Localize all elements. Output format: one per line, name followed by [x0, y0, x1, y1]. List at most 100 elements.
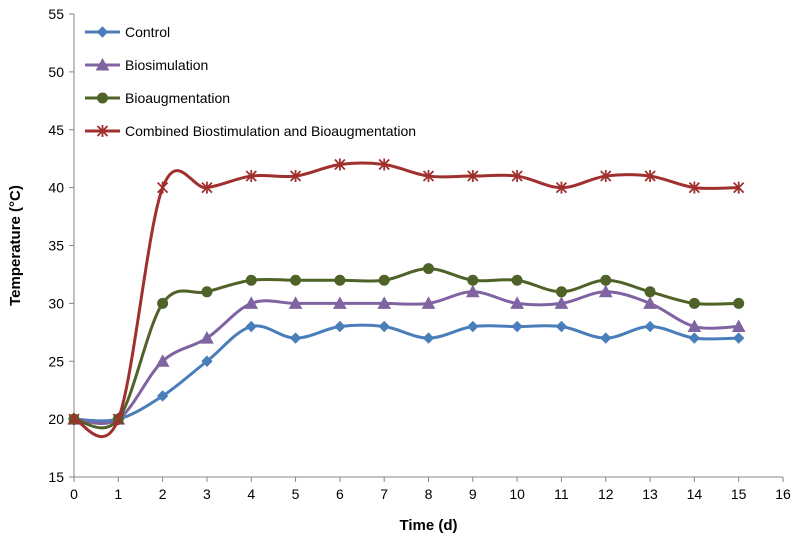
data-point — [378, 158, 390, 171]
x-tick-label: 11 — [554, 486, 569, 502]
data-point — [201, 181, 213, 194]
legend-marker — [96, 125, 109, 137]
data-point — [600, 332, 612, 344]
legend-marker — [95, 57, 110, 71]
x-tick-label: 7 — [380, 486, 388, 502]
data-point — [733, 181, 745, 194]
legend-marker — [96, 26, 109, 38]
data-point — [422, 332, 435, 344]
data-point — [643, 296, 657, 309]
data-point — [201, 286, 213, 298]
x-tick-label: 13 — [642, 486, 658, 502]
data-point — [510, 296, 524, 309]
y-tick-label: 15 — [48, 469, 64, 485]
legend-item: Combined Biostimulation and Bioaugmentat… — [85, 123, 416, 139]
legend-item: Bioaugmentation — [85, 90, 230, 106]
y-tick-label: 20 — [48, 411, 64, 427]
y-tick-label: 50 — [48, 64, 64, 80]
y-tick-label: 55 — [48, 6, 64, 22]
data-point — [422, 170, 435, 183]
data-point — [687, 319, 702, 333]
x-tick-label: 9 — [469, 486, 477, 502]
data-point — [245, 274, 257, 286]
data-point — [334, 158, 346, 171]
data-point — [688, 181, 701, 194]
data-point — [732, 332, 745, 344]
data-point — [555, 320, 568, 333]
data-point — [245, 320, 257, 333]
y-tick-label: 35 — [48, 238, 64, 254]
data-point — [156, 181, 169, 194]
data-point — [200, 331, 214, 344]
data-point — [423, 263, 434, 275]
x-tick-label: 15 — [731, 486, 747, 502]
x-tick-label: 6 — [336, 486, 344, 502]
data-point — [290, 274, 302, 286]
data-point — [554, 296, 569, 309]
data-point — [155, 354, 170, 367]
legend-marker — [97, 92, 108, 104]
data-point — [511, 274, 523, 286]
legend: Control Biosimulation Bioaugmentation Combi… — [85, 24, 416, 139]
data-point — [333, 296, 347, 309]
data-point — [688, 297, 700, 309]
x-tick-label: 14 — [687, 486, 703, 502]
x-tick-label: 1 — [114, 486, 122, 502]
x-tick-label: 8 — [425, 486, 433, 502]
x-tick-label: 5 — [292, 486, 300, 502]
data-point — [68, 413, 80, 426]
series-1 — [68, 320, 745, 425]
series-3 — [68, 263, 745, 430]
series-group — [67, 158, 746, 438]
series-line — [73, 290, 739, 425]
x-tick-label: 3 — [203, 486, 211, 502]
data-point — [288, 296, 303, 309]
y-tick-label: 30 — [48, 295, 64, 311]
legend-label: Control — [125, 24, 170, 40]
data-point — [731, 319, 746, 333]
data-point — [334, 274, 346, 286]
data-point — [644, 320, 656, 333]
legend-label: Biosimulation — [125, 57, 208, 73]
series-4 — [68, 158, 745, 438]
data-point — [377, 296, 392, 309]
data-point — [244, 296, 259, 309]
data-point — [467, 170, 479, 183]
legend-item: Biosimulation — [85, 57, 208, 73]
data-point — [688, 332, 701, 344]
series-2 — [67, 284, 746, 425]
data-point — [733, 297, 745, 309]
data-point — [644, 286, 656, 298]
data-point — [511, 170, 523, 183]
data-point — [112, 413, 124, 426]
data-point — [600, 274, 612, 286]
legend-label: Bioaugmentation — [125, 90, 230, 106]
data-point — [245, 170, 257, 183]
data-point — [465, 284, 480, 298]
legend-label: Combined Biostimulation and Bioaugmentat… — [125, 123, 416, 139]
y-axis-title: Temperature (°C) — [7, 185, 24, 306]
data-point — [467, 320, 479, 333]
x-tick-label: 12 — [598, 486, 614, 502]
data-point — [378, 274, 390, 286]
data-point — [289, 170, 302, 183]
x-tick-label: 0 — [70, 486, 78, 502]
data-point — [555, 181, 568, 194]
data-point — [289, 332, 302, 344]
data-point — [598, 284, 613, 298]
data-point — [600, 170, 612, 183]
x-tick-label: 2 — [159, 486, 167, 502]
series-line — [73, 161, 739, 438]
data-point — [555, 286, 567, 298]
series-line — [73, 267, 739, 430]
data-point — [421, 296, 436, 309]
data-point — [156, 390, 169, 402]
x-tick-label: 4 — [247, 486, 255, 502]
y-tick-label: 45 — [48, 122, 64, 138]
legend-item: Control — [85, 24, 170, 40]
data-point — [511, 320, 523, 333]
data-point — [201, 355, 213, 367]
x-tick-label: 16 — [775, 486, 791, 502]
